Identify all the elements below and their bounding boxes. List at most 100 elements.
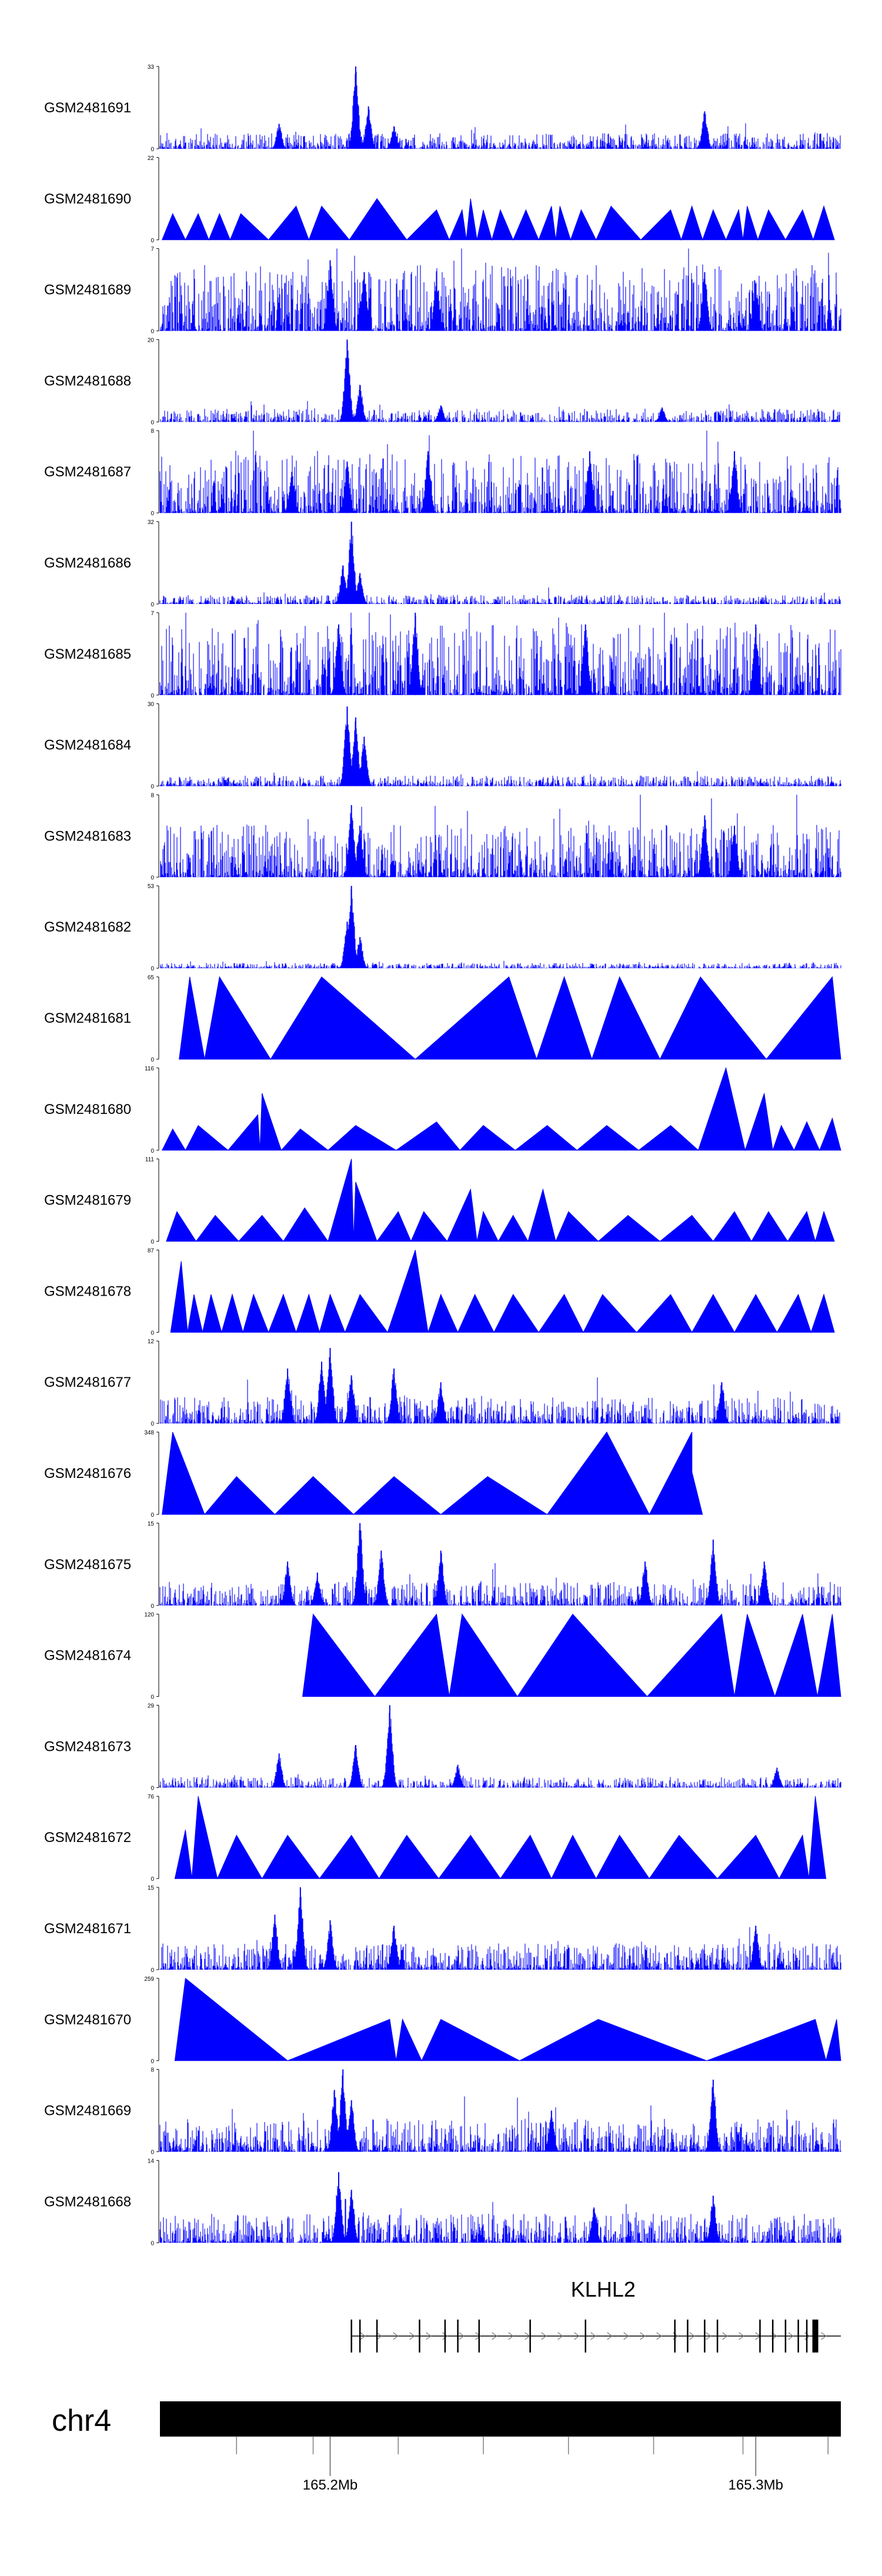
genomic-axis: 165.2Mb 165.3Mb [160, 2436, 841, 2493]
track-GSM2481688: GSM2481688 20 0 [44, 337, 841, 426]
strand-arrow [376, 2332, 382, 2340]
signal-area [159, 2076, 841, 2152]
y-max-label: 120 [144, 1612, 154, 1619]
y-max-label: 12 [148, 1339, 155, 1345]
y-min-label: 0 [151, 2058, 154, 2065]
track-GSM2481691: GSM2481691 33 0 [44, 64, 841, 153]
gene-label: KLHL2 [571, 2277, 636, 2301]
track-GSM2481675: GSM2481675 15 0 [44, 1521, 841, 1610]
y-min-label: 0 [151, 419, 154, 426]
track-GSM2481686: GSM2481686 32 0 [44, 519, 841, 608]
y-min-label: 0 [151, 329, 154, 335]
gene-exon [359, 2320, 361, 2353]
y-min-label: 0 [151, 2150, 154, 2156]
gene-exon [444, 2320, 446, 2353]
y-min-label: 0 [151, 1694, 154, 1701]
track-label: GSM2481691 [44, 100, 131, 116]
strand-arrow [492, 2332, 497, 2340]
gene-exon [350, 2320, 352, 2353]
signal-area [159, 795, 841, 877]
signal-area [302, 1613, 841, 1698]
strand-arrow [623, 2332, 629, 2340]
gene-exon [674, 2320, 676, 2353]
signal-area [159, 248, 841, 331]
y-min-label: 0 [151, 1239, 154, 1246]
track-label: GSM2481675 [44, 1557, 131, 1573]
chromosome-label: chr4 [52, 2404, 111, 2438]
y-max-label: 32 [148, 519, 155, 526]
track-GSM2481683: GSM2481683 8 0 [44, 792, 841, 881]
y-min-label: 0 [151, 602, 154, 608]
gene-exon [716, 2320, 719, 2353]
signal-area [159, 612, 841, 695]
track-label: GSM2481673 [44, 1739, 131, 1754]
gene-exon [419, 2320, 420, 2353]
y-min-label: 0 [151, 1603, 154, 1610]
strand-arrow [706, 2332, 711, 2340]
strand-arrow [508, 2332, 514, 2340]
y-max-label: 111 [145, 1157, 155, 1163]
signal-area [159, 1889, 841, 1970]
gene-exon [797, 2320, 799, 2353]
y-max-label: 20 [148, 337, 155, 343]
chromosome-band [160, 2401, 841, 2437]
strand-arrow [656, 2332, 662, 2340]
track-label: GSM2481679 [44, 1193, 131, 1209]
track-GSM2481681: GSM2481681 65 0 [44, 975, 841, 1063]
signal-area [159, 708, 841, 786]
y-min-label: 0 [151, 1330, 154, 1336]
signal-area [159, 1713, 841, 1788]
track-label: GSM2481677 [44, 1374, 131, 1390]
track-label: GSM2481669 [44, 2103, 131, 2119]
gene-exon [457, 2320, 459, 2353]
signal-area [162, 1432, 703, 1516]
signal-tracks: GSM2481691330GSM2481690220GSM248168970GS… [44, 64, 841, 2247]
track-GSM2481685: GSM2481685 7 0 [44, 610, 841, 699]
track-GSM2481669: GSM2481669 8 0 [44, 2067, 841, 2156]
track-GSM2481678: GSM2481678 87 0 [44, 1247, 835, 1336]
strand-arrow [722, 2332, 728, 2340]
y-max-label: 8 [151, 2067, 154, 2074]
gene-exon [771, 2320, 774, 2353]
track-GSM2481677: GSM2481677 12 0 [44, 1339, 841, 1427]
gene-exon [806, 2320, 808, 2353]
gene-exon [584, 2320, 586, 2353]
gene-exon [759, 2320, 761, 2353]
signal-area [161, 198, 835, 241]
y-min-label: 0 [151, 510, 154, 517]
y-min-label: 0 [151, 1967, 154, 1974]
y-min-label: 0 [151, 1148, 154, 1154]
track-GSM2481682: GSM2481682 53 0 [44, 883, 841, 972]
y-min-label: 0 [151, 238, 154, 244]
y-min-label: 0 [151, 1057, 154, 1063]
track-GSM2481684: GSM2481684 30 0 [44, 702, 841, 790]
y-min-label: 0 [151, 966, 154, 972]
chromosome-ideogram: chr4 [52, 2401, 841, 2438]
y-min-label: 0 [151, 1421, 154, 1427]
signal-area [170, 1250, 835, 1334]
signal-area [159, 1527, 841, 1606]
strand-arrow [459, 2332, 465, 2340]
y-max-label: 65 [148, 975, 155, 981]
track-GSM2481670: GSM2481670 259 0 [44, 1976, 841, 2065]
y-max-label: 87 [148, 1247, 155, 1254]
track-GSM2481672: GSM2481672 76 0 [44, 1794, 827, 1883]
strand-arrow [640, 2332, 646, 2340]
track-label: GSM2481682 [44, 919, 131, 935]
gene-track: KLHL2 [350, 2277, 841, 2353]
y-max-label: 116 [145, 1066, 154, 1072]
signal-area [160, 889, 841, 969]
y-min-label: 0 [151, 2240, 154, 2247]
signal-area [159, 1353, 841, 1424]
y-max-label: 76 [148, 1794, 155, 1800]
track-label: GSM2481676 [44, 1466, 131, 1481]
strand-arrow [557, 2332, 563, 2340]
y-max-label: 29 [148, 1703, 155, 1709]
track-GSM2481679: GSM2481679 111 0 [44, 1157, 835, 1246]
y-max-label: 7 [151, 610, 154, 617]
signal-area [159, 72, 841, 149]
strand-arrow [360, 2332, 366, 2340]
y-max-label: 348 [144, 1430, 154, 1436]
track-GSM2481689: GSM2481689 7 0 [44, 246, 841, 335]
